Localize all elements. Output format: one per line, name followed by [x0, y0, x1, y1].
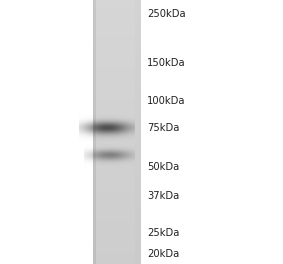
Text: 75kDa: 75kDa — [147, 124, 179, 133]
Text: 25kDa: 25kDa — [147, 228, 179, 238]
Text: 100kDa: 100kDa — [147, 96, 186, 106]
Text: 37kDa: 37kDa — [147, 191, 179, 201]
Text: 20kDa: 20kDa — [147, 249, 179, 259]
Text: 150kDa: 150kDa — [147, 58, 186, 68]
Text: 50kDa: 50kDa — [147, 162, 179, 172]
Text: 250kDa: 250kDa — [147, 9, 186, 19]
